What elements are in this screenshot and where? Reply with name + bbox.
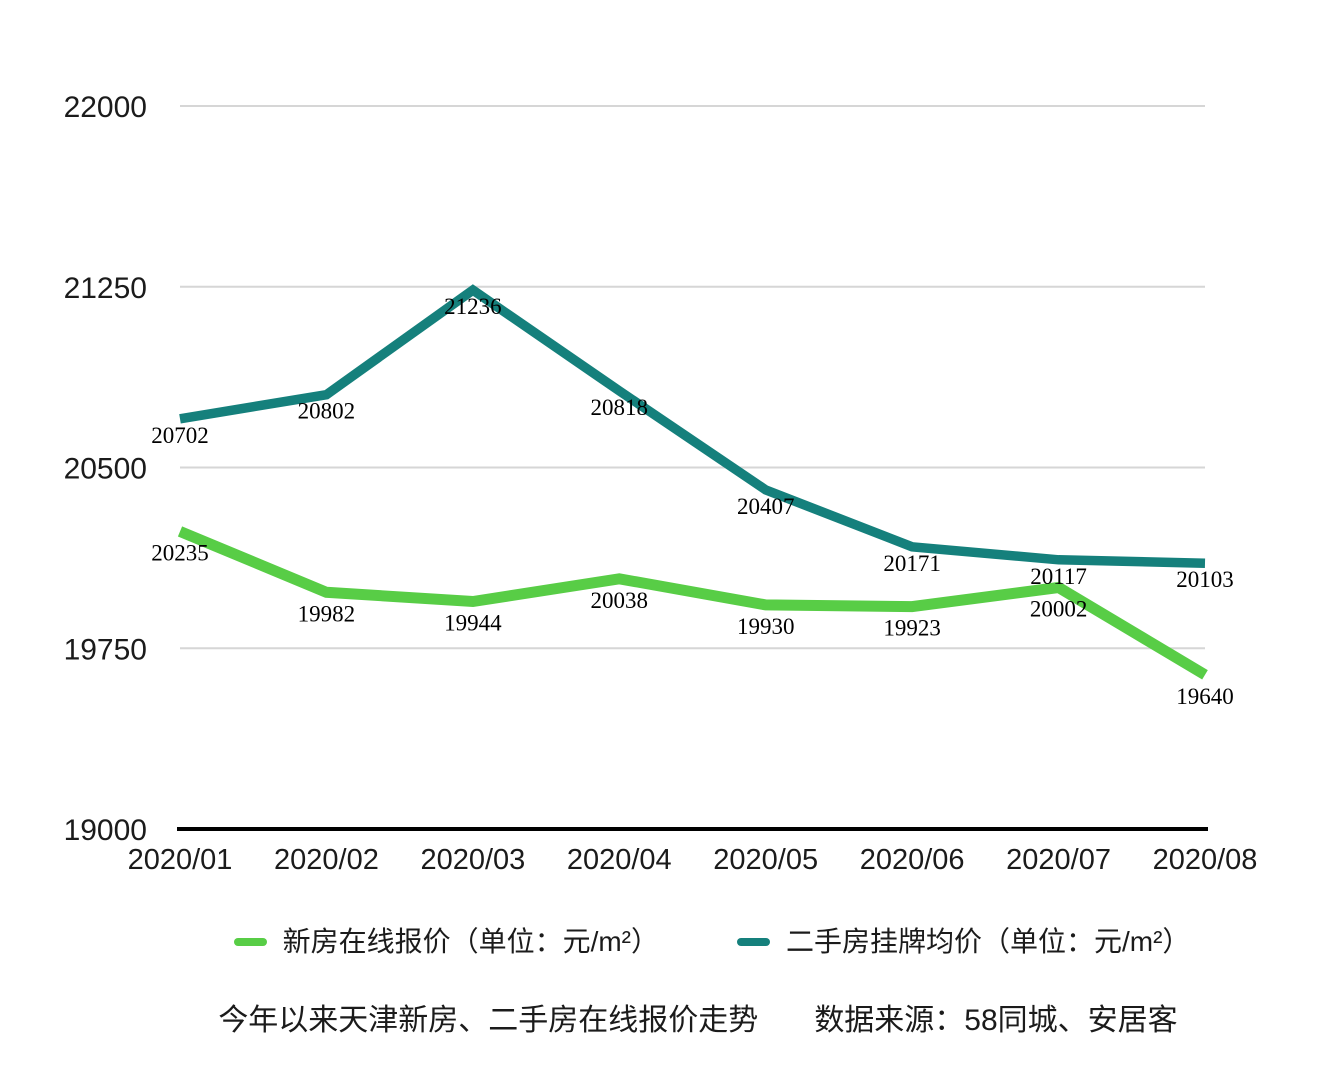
- legend-label-resale-homes: 二手房挂牌均价（单位：元/m²）: [786, 926, 1191, 957]
- y-axis-tick-label: 19000: [64, 814, 147, 847]
- data-point-label: 19944: [444, 610, 502, 635]
- legend-item-new-homes: 新房在线报价（单位：元/m²）: [233, 922, 659, 962]
- data-point-label: 20235: [151, 540, 209, 565]
- line-chart: 19000 19750 20500 21250 22000 2020/01 2020/02…: [64, 91, 1258, 876]
- data-point-label: 20407: [737, 494, 795, 519]
- new-homes-line-swatch-icon: [233, 938, 267, 946]
- gridlines: [180, 105, 1205, 650]
- data-point-label: 20117: [1030, 564, 1087, 589]
- x-axis-tick-label: 2020/07: [1006, 844, 1111, 876]
- data-point-label: 20702: [151, 423, 209, 448]
- chart-title: 今年以来天津新房、二手房在线报价走势: [218, 1004, 759, 1037]
- y-axis-tick-label: 22000: [64, 91, 147, 124]
- data-point-label: 20103: [1176, 567, 1234, 592]
- data-point-label: 19930: [737, 614, 795, 639]
- data-labels: 20235 19982 19944 20038 19930 19923 20002 19640…: [151, 294, 1234, 709]
- x-axis-tick-label: 2020/06: [860, 844, 965, 876]
- y-axis-labels: 19000 19750 20500 21250 22000: [64, 91, 147, 847]
- legend: 新房在线报价（单位：元/m²） 二手房挂牌均价（单位：元/m²）: [0, 922, 1336, 962]
- x-axis-tick-label: 2020/02: [274, 844, 379, 876]
- data-source: 数据来源：58同城、安居客: [814, 1004, 1178, 1037]
- x-axis-tick-label: 2020/03: [420, 844, 525, 876]
- x-axis-tick-label: 2020/08: [1153, 844, 1258, 876]
- legend-item-resale-homes: 二手房挂牌均价（单位：元/m²）: [737, 922, 1190, 962]
- resale-homes-line-swatch-icon: [737, 938, 770, 946]
- legend-label-new-homes: 新房在线报价（单位：元/m²）: [282, 926, 659, 957]
- data-point-label: 19923: [883, 616, 941, 641]
- y-axis-tick-label: 20500: [64, 453, 147, 486]
- data-point-label: 20002: [1030, 597, 1088, 622]
- chart-caption: 今年以来天津新房、二手房在线报价走势 数据来源：58同城、安居客: [0, 1000, 1336, 1042]
- x-axis-tick-label: 2020/05: [713, 844, 818, 876]
- series-line-0: [177, 526, 1208, 680]
- data-point-label: 21236: [444, 294, 502, 319]
- series-line-1: [179, 284, 1206, 568]
- data-point-label: 20171: [883, 551, 941, 576]
- y-axis-tick-label: 21250: [64, 272, 147, 305]
- data-point-label: 19640: [1176, 684, 1234, 709]
- x-axis-tick-label: 2020/04: [567, 844, 672, 876]
- data-point-label: 20818: [591, 395, 649, 420]
- y-axis-tick-label: 19750: [64, 633, 147, 666]
- data-point-label: 20038: [591, 588, 649, 613]
- x-axis-tick-label: 2020/01: [128, 844, 233, 876]
- data-point-label: 19982: [298, 601, 356, 626]
- data-point-label: 20802: [298, 399, 356, 424]
- x-axis-labels: 2020/01 2020/02 2020/03 2020/04 2020/05 2020/…: [128, 844, 1258, 876]
- series-lines: [177, 284, 1208, 680]
